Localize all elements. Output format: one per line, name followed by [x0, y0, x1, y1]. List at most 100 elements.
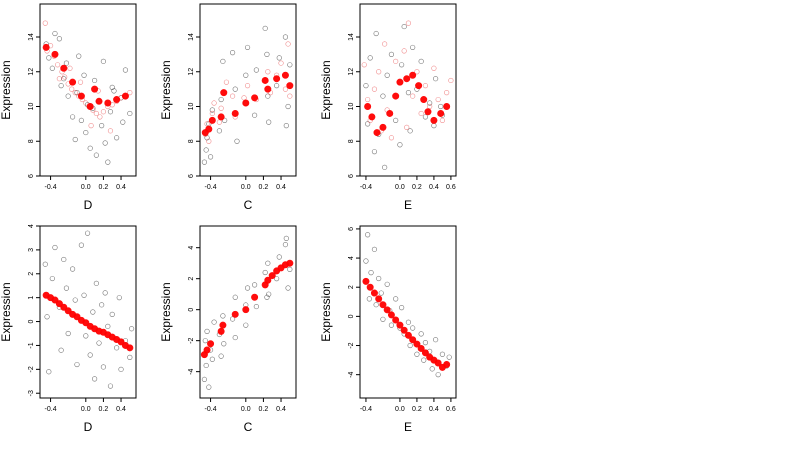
y-tick-label: 2	[28, 272, 35, 276]
data-point	[229, 316, 236, 322]
data-point	[380, 316, 386, 322]
data-point	[243, 72, 249, 78]
fitted-point	[251, 293, 259, 301]
x-tick-label: 0.2	[259, 184, 269, 191]
data-point	[62, 74, 68, 80]
data-point	[287, 62, 293, 68]
data-point	[365, 96, 371, 103]
x-tick-label: 0.0	[395, 184, 405, 191]
x-tick-label: 0.4	[429, 184, 439, 191]
data-point	[203, 362, 209, 369]
data-point	[266, 291, 272, 297]
data-point	[206, 138, 212, 144]
data-point	[100, 364, 107, 370]
x-tick-label: 0.2	[412, 406, 422, 413]
data-point	[100, 58, 107, 64]
data-point	[278, 60, 284, 66]
data-point	[388, 51, 395, 57]
plot-frame	[39, 225, 137, 399]
data-point	[229, 93, 236, 99]
data-point	[283, 235, 289, 241]
fitted-point	[364, 103, 372, 111]
data-point	[114, 345, 120, 351]
data-point	[414, 351, 420, 357]
data-point	[209, 356, 215, 362]
x-tick-label: -0.4	[205, 184, 217, 191]
fitted-point	[417, 344, 425, 352]
y-tick-label: -2	[348, 342, 355, 348]
fitted-point	[264, 276, 272, 284]
data-point	[209, 107, 215, 113]
x-axis-title: D	[84, 198, 93, 212]
data-point	[99, 302, 105, 308]
data-point	[282, 34, 289, 40]
data-point	[439, 117, 446, 124]
y-tick-label: 14	[348, 33, 355, 41]
y-tick-label: 10	[28, 103, 35, 111]
data-point	[220, 313, 226, 319]
data-point	[111, 88, 117, 94]
data-point	[234, 138, 240, 144]
y-tick-label: -4	[348, 371, 355, 377]
data-point	[116, 295, 122, 301]
data-point	[287, 266, 293, 272]
fitted-point	[121, 92, 129, 100]
fitted-point	[434, 359, 442, 367]
fitted-point	[242, 306, 250, 314]
fitted-point	[242, 99, 250, 107]
y-tick-label: 4	[28, 224, 35, 228]
data-point	[128, 326, 135, 332]
fitted-point	[281, 71, 289, 79]
data-point	[127, 354, 133, 360]
data-point	[382, 164, 388, 170]
x-tick-label: -0.4	[45, 406, 57, 413]
y-tick-label: 0	[188, 308, 195, 312]
fitted-point	[231, 310, 239, 318]
data-point	[366, 296, 372, 302]
data-point	[399, 305, 405, 311]
plot-frame	[39, 3, 137, 177]
data-point	[253, 303, 259, 310]
data-point	[397, 142, 403, 148]
fitted-point	[415, 82, 423, 90]
fitted-point	[443, 103, 451, 111]
y-tick-label: 8	[28, 139, 35, 143]
data-point	[448, 77, 454, 84]
data-point	[363, 258, 369, 264]
y-tick-label: 6	[348, 227, 355, 231]
data-point	[69, 266, 76, 272]
fitted-point	[231, 109, 239, 117]
data-point	[218, 353, 224, 359]
fitted-point	[126, 344, 134, 352]
data-point	[232, 86, 238, 92]
data-point	[262, 25, 268, 31]
fitted-point	[220, 89, 228, 97]
chart-panel-bottom-middle: -0.4 0.0 0.2 0.4 -4 -2 0 2 4 C Expression	[159, 225, 297, 434]
data-point	[87, 145, 93, 151]
data-point	[371, 86, 378, 92]
data-point	[433, 337, 439, 343]
data-point	[401, 23, 407, 30]
data-point	[218, 105, 224, 111]
data-point	[252, 112, 258, 118]
data-point	[216, 119, 222, 125]
data-point	[368, 270, 374, 276]
fitted-point	[413, 340, 421, 348]
y-axis-title: Expression	[159, 60, 173, 119]
data-point	[252, 282, 258, 288]
y-tick-label: -3	[28, 390, 35, 396]
data-point	[90, 309, 96, 315]
data-point	[393, 296, 399, 302]
fitted-point	[286, 82, 294, 90]
data-point	[253, 67, 259, 73]
data-point	[102, 290, 108, 296]
data-point	[65, 93, 71, 99]
data-point	[74, 361, 80, 368]
x-axis-title: D	[84, 420, 93, 434]
data-point	[435, 96, 441, 103]
data-point	[373, 30, 379, 37]
data-point	[418, 58, 424, 64]
data-point	[218, 96, 224, 103]
data-point	[241, 95, 247, 101]
fitted-point	[379, 301, 387, 309]
